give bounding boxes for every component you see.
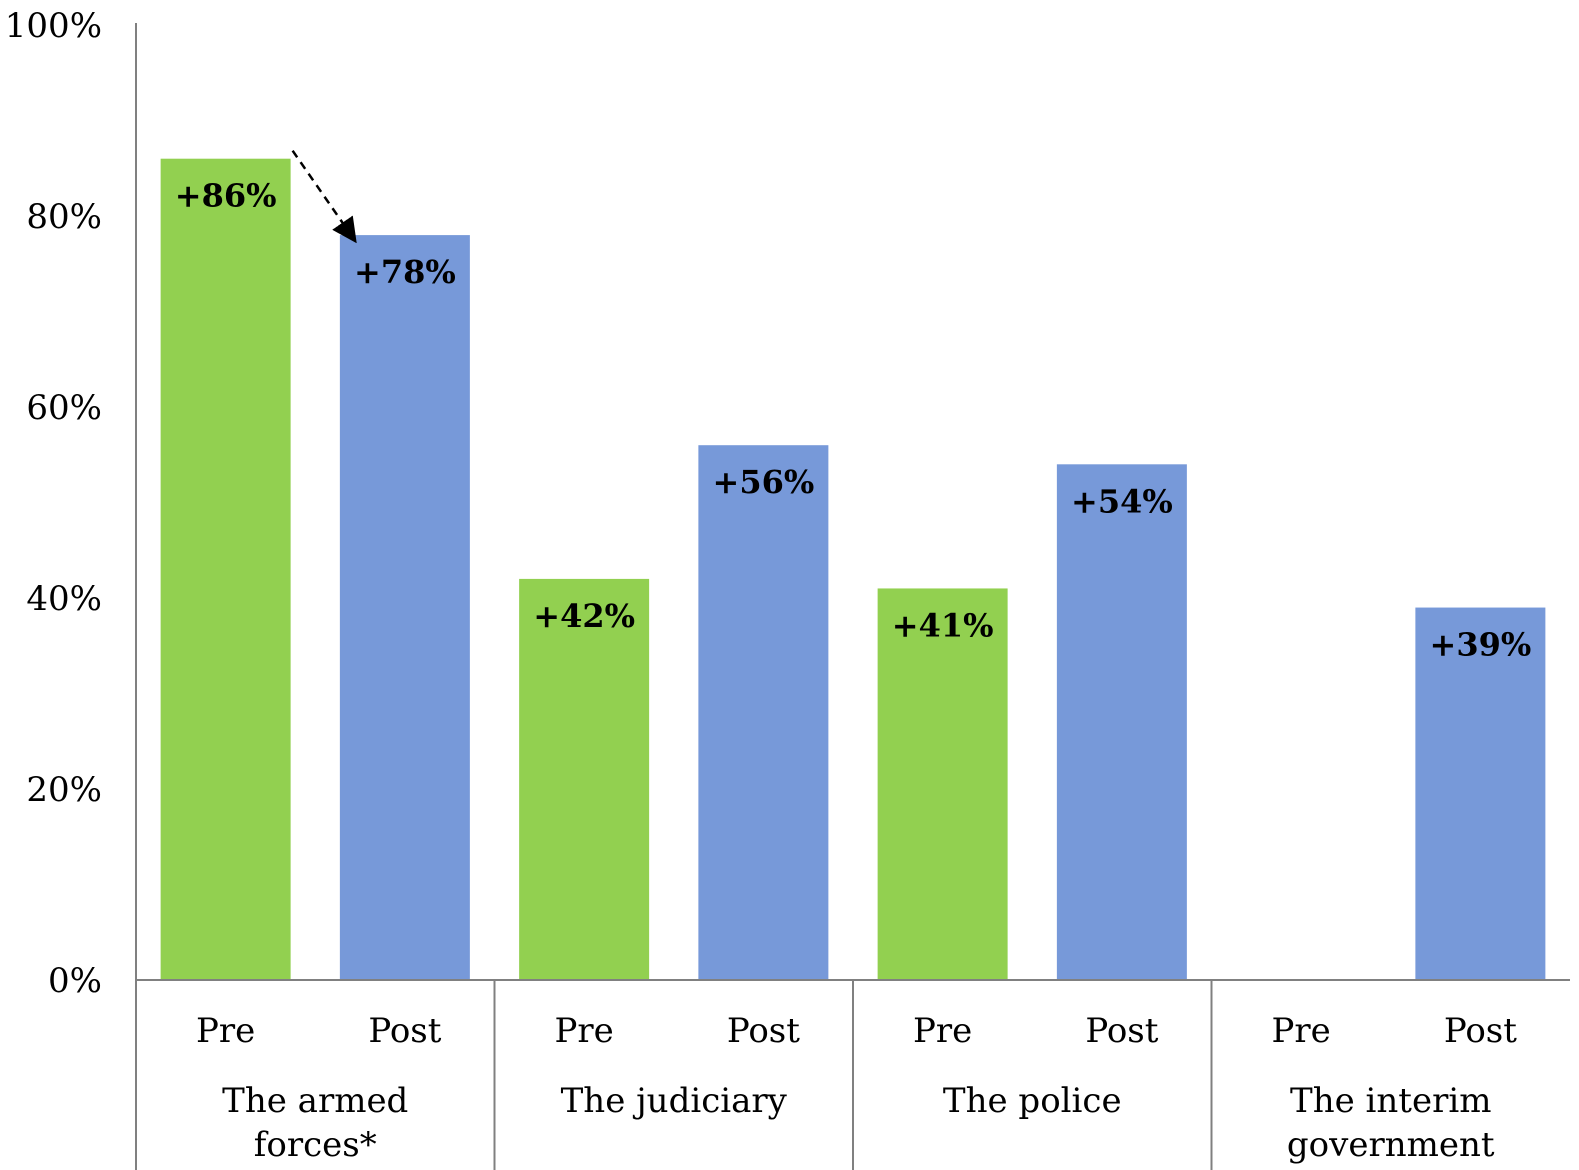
bar-pre — [160, 158, 291, 980]
x-subcategory-label: Post — [1085, 1011, 1158, 1051]
x-subcategory-label: Post — [1444, 1011, 1517, 1051]
labels-layer: 0% 20% 40% 60% 80% 100% +86% Pre +78% Post The arm… — [5, 6, 1531, 1165]
bar-data-label: +39% — [1430, 626, 1532, 664]
bar-pre — [519, 578, 650, 980]
x-group-label: forces* — [254, 1125, 377, 1165]
bar-data-label: +41% — [892, 606, 994, 644]
y-tick-label: 40% — [26, 579, 102, 619]
bar-post — [1415, 607, 1546, 980]
y-tick-label: 60% — [26, 388, 102, 428]
bar-data-label: +54% — [1071, 482, 1173, 520]
y-tick-label: 20% — [26, 770, 102, 810]
axes-layer — [135, 23, 1570, 1170]
annotation-arrow — [291, 149, 357, 244]
bar-post — [339, 235, 470, 981]
bar-post — [698, 445, 829, 980]
y-tick-label: 0% — [48, 961, 102, 1001]
x-subcategory-label: Post — [727, 1011, 800, 1051]
bar-data-label: +42% — [533, 597, 635, 635]
bar-post — [1056, 464, 1187, 980]
x-subcategory-label: Post — [368, 1011, 441, 1051]
bar-data-label: +86% — [175, 177, 277, 215]
bar-data-label: +56% — [713, 463, 815, 501]
bar-pre — [877, 588, 1008, 980]
x-subcategory-label: Pre — [196, 1011, 255, 1051]
bar-data-label: +78% — [354, 253, 456, 291]
x-group-label: government — [1287, 1125, 1495, 1165]
y-tick-label: 80% — [26, 197, 102, 237]
x-group-label: The judiciary — [561, 1081, 788, 1121]
bars-layer — [160, 158, 1546, 981]
x-group-label: The police — [943, 1081, 1122, 1121]
x-subcategory-label: Pre — [1271, 1011, 1330, 1051]
x-group-label: The interim — [1290, 1081, 1491, 1121]
x-subcategory-label: Pre — [913, 1011, 972, 1051]
x-subcategory-label: Pre — [554, 1011, 613, 1051]
y-tick-label: 100% — [5, 6, 102, 46]
x-group-label: The armed — [222, 1081, 408, 1121]
